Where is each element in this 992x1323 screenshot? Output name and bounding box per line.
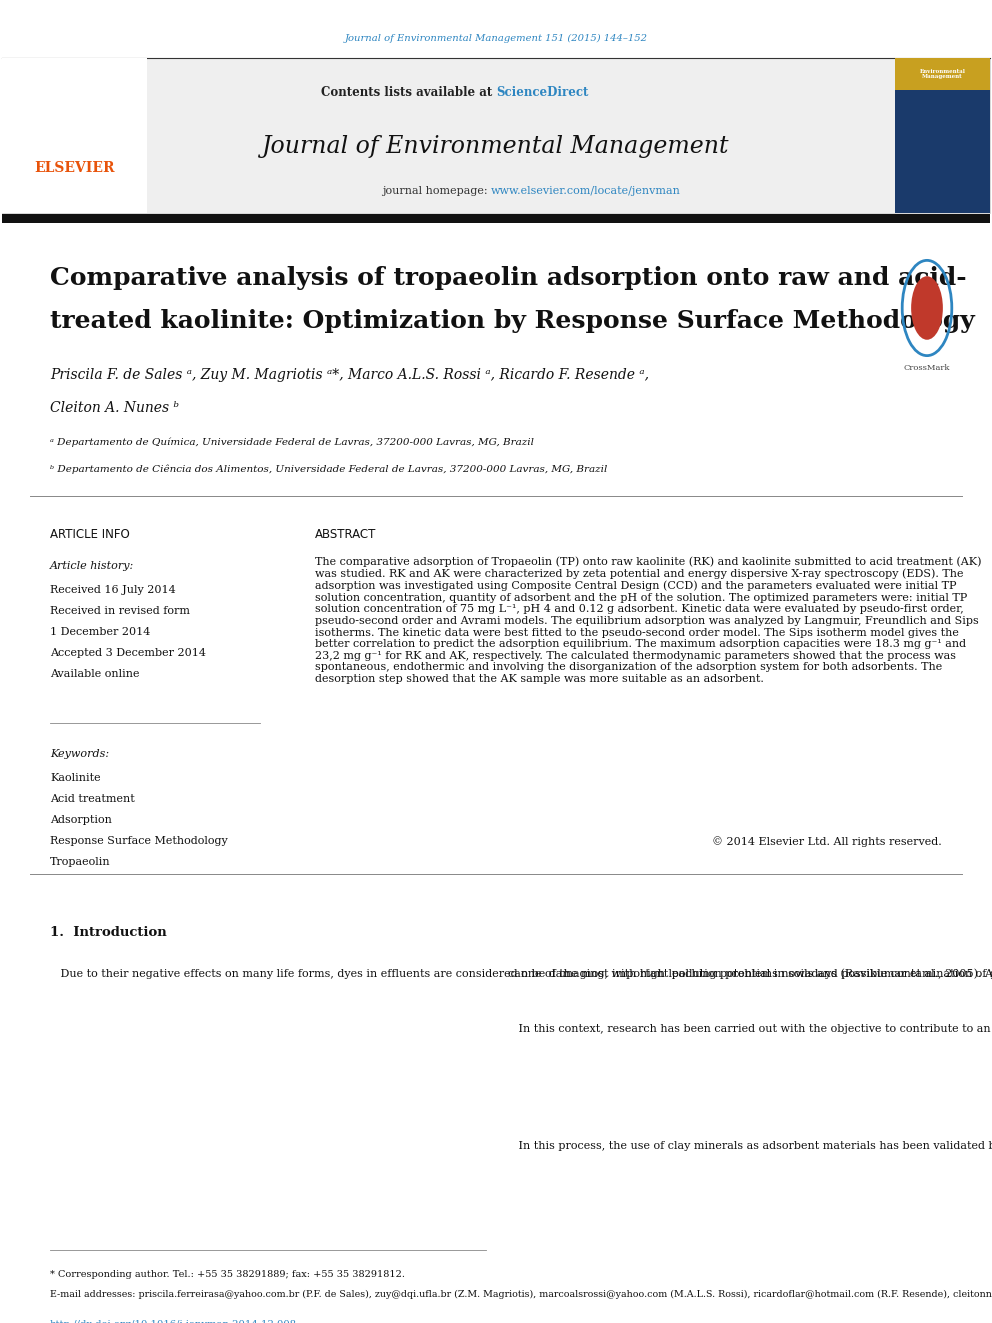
Text: Received 16 July 2014: Received 16 July 2014 [50,585,176,595]
Bar [895,58,990,213]
Text: E-mail addresses: priscila.ferreirasa@yahoo.com.br (P.F. de Sales), zuy@dqi.ufla: E-mail addresses: priscila.ferreirasa@ya… [50,1290,992,1299]
Text: can be damaging, with high leaching potential in soils and possible contaminatio: can be damaging, with high leaching pote… [508,968,992,979]
Bar [2,58,147,213]
Text: Received in revised form: Received in revised form [50,606,190,617]
Text: Environmental
Management: Environmental Management [920,69,965,79]
Text: ARTICLE INFO: ARTICLE INFO [50,528,130,541]
Text: ᵇ Departamento de Ciência dos Alimentos, Universidade Federal de Lavras, 37200-0: ᵇ Departamento de Ciência dos Alimentos,… [50,464,607,475]
Text: http://dx.doi.org/10.1016/j.jenvman.2014.12.008: http://dx.doi.org/10.1016/j.jenvman.2014… [50,1320,298,1323]
Text: In this context, research has been carried out with the objective to contribute : In this context, research has been carri… [508,1023,992,1033]
Text: Keywords:: Keywords: [50,749,109,759]
Text: Contents lists available at: Contents lists available at [320,86,496,99]
Text: Acid treatment: Acid treatment [50,794,135,804]
Text: Article history:: Article history: [50,561,134,572]
Text: * Corresponding author. Tel.: +55 35 38291889; fax: +55 35 38291812.: * Corresponding author. Tel.: +55 35 382… [50,1270,405,1279]
Text: Priscila F. de Sales ᵃ, Zuy M. Magriotis ᵃ*, Marco A.L.S. Rossi ᵃ, Ricardo F. Re: Priscila F. de Sales ᵃ, Zuy M. Magriotis… [50,368,649,382]
Text: treated kaolinite: Optimization by Response Surface Methodology: treated kaolinite: Optimization by Respo… [50,310,975,333]
Text: Comparative analysis of tropaeolin adsorption onto raw and acid-: Comparative analysis of tropaeolin adsor… [50,266,966,290]
Text: Accepted 3 December 2014: Accepted 3 December 2014 [50,648,206,658]
Text: Cleiton A. Nunes ᵇ: Cleiton A. Nunes ᵇ [50,401,179,415]
Ellipse shape [911,277,942,340]
Bar [2,214,990,224]
Bar [895,58,990,90]
Text: ELSEVIER: ELSEVIER [35,161,115,175]
Text: Tropaeolin: Tropaeolin [50,857,111,867]
Text: Adsorption: Adsorption [50,815,112,826]
Text: Due to their negative effects on many life forms, dyes in effluents are consider: Due to their negative effects on many li… [50,968,992,979]
Text: Journal of Environmental Management: Journal of Environmental Management [262,135,730,157]
Text: CrossMark: CrossMark [904,364,950,372]
Text: 1 December 2014: 1 December 2014 [50,627,151,636]
Text: ABSTRACT: ABSTRACT [315,528,376,541]
Text: ScienceDirect: ScienceDirect [496,86,588,99]
Text: ᵃ Departamento de Química, Universidade Federal de Lavras, 37200-000 Lavras, MG,: ᵃ Departamento de Química, Universidade … [50,438,534,447]
Text: The comparative adsorption of Tropaeolin (TP) onto raw kaolinite (RK) and kaolin: The comparative adsorption of Tropaeolin… [315,556,981,684]
Text: Available online: Available online [50,669,140,679]
Text: 1.  Introduction: 1. Introduction [50,926,167,939]
Text: Kaolinite: Kaolinite [50,773,100,783]
Text: Response Surface Methodology: Response Surface Methodology [50,836,228,845]
Text: www.elsevier.com/locate/jenvman: www.elsevier.com/locate/jenvman [491,187,681,196]
Text: Journal of Environmental Management 151 (2015) 144–152: Journal of Environmental Management 151 … [344,33,648,42]
Text: In this process, the use of clay minerals as adsorbent materials has been valida: In this process, the use of clay mineral… [508,1140,992,1151]
Text: © 2014 Elsevier Ltd. All rights reserved.: © 2014 Elsevier Ltd. All rights reserved… [712,836,942,847]
Text: journal homepage:: journal homepage: [382,187,491,196]
Bar [2,58,990,213]
